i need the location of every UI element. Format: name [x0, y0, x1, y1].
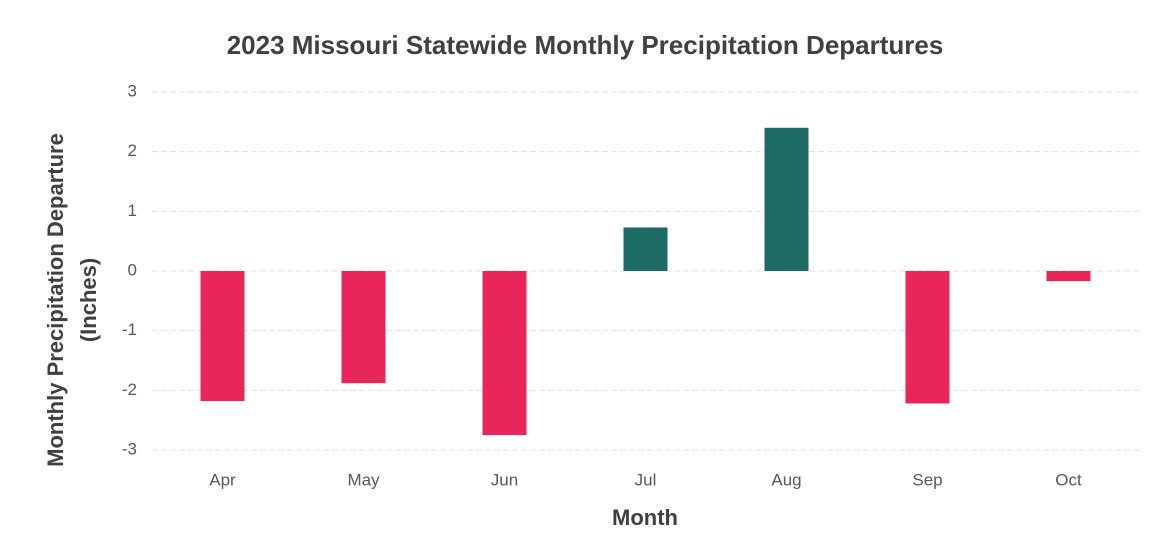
x-tick-label: May [347, 470, 380, 489]
y-tick-label: 2 [128, 141, 137, 160]
y-tick-label: 3 [128, 81, 137, 100]
bar [341, 271, 386, 384]
x-axis-label: Month [612, 505, 678, 530]
x-tick-label: Jun [491, 470, 518, 489]
y-tick-label: 1 [128, 201, 137, 220]
bar [764, 127, 809, 271]
bar [200, 271, 245, 402]
bar [482, 271, 527, 436]
y-tick-label: 0 [128, 260, 137, 279]
bar [905, 271, 950, 404]
chart-title: 2023 Missouri Statewide Monthly Precipit… [227, 30, 944, 60]
x-tick-label: Aug [771, 470, 801, 489]
bar [1046, 271, 1091, 282]
y-axis-label: (Inches) [76, 258, 101, 342]
y-tick-label: -1 [122, 320, 137, 339]
bar [623, 227, 668, 271]
y-tick-label: -3 [122, 439, 137, 458]
y-axis-label: Monthly Precipitation Departure [43, 133, 68, 467]
x-tick-label: Jul [635, 470, 657, 489]
x-tick-label: Sep [912, 470, 942, 489]
x-tick-label: Apr [209, 470, 236, 489]
x-tick-label: Oct [1055, 470, 1082, 489]
y-tick-label: -2 [122, 380, 137, 399]
